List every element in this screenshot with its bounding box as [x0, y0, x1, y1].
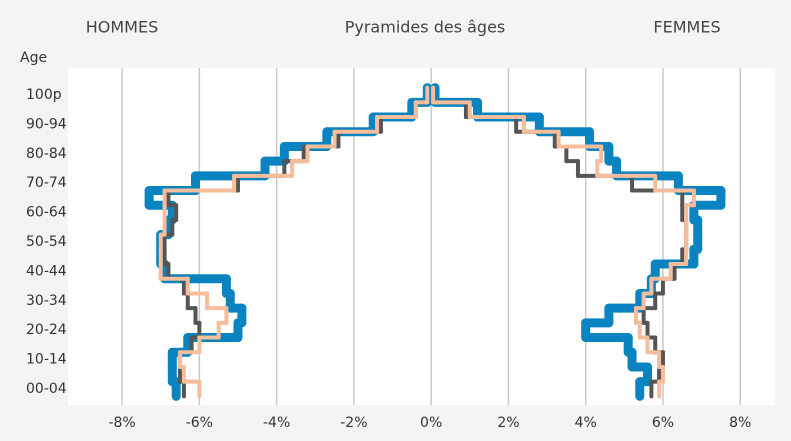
- step-line: [431, 85, 696, 399]
- left-label: HOMMES: [86, 18, 159, 37]
- y-tick-label: 00-04: [26, 381, 67, 397]
- x-tick-label: -2%: [340, 415, 367, 431]
- y-tick-label: 20-24: [26, 322, 67, 338]
- x-tick-label: 2%: [497, 415, 519, 431]
- x-tick-label: 4%: [575, 415, 597, 431]
- y-tick-label: 100p: [26, 87, 62, 103]
- x-tick-label: 0%: [420, 415, 442, 431]
- y-axis-label: Age: [20, 50, 47, 66]
- y-tick-label: 60-64: [26, 205, 67, 221]
- step-line: [158, 85, 430, 399]
- x-tick-label: -4%: [263, 415, 290, 431]
- chart-title: Pyramides des âges: [345, 18, 506, 37]
- x-tick-label: 8%: [729, 415, 751, 431]
- x-tick-label: -6%: [186, 415, 213, 431]
- y-tick-label: 70-74: [26, 175, 67, 191]
- y-tick-label: 30-34: [26, 293, 67, 309]
- y-tick-label: 10-14: [26, 352, 67, 368]
- y-tick-label: 90-94: [26, 116, 67, 132]
- y-tick-label: 50-54: [26, 234, 67, 250]
- y-tick-label: 40-44: [26, 263, 67, 279]
- x-tick-label: -8%: [108, 415, 135, 431]
- right-label: FEMMES: [653, 18, 720, 37]
- x-tick-label: 6%: [652, 415, 674, 431]
- y-tick-label: 80-84: [26, 146, 67, 162]
